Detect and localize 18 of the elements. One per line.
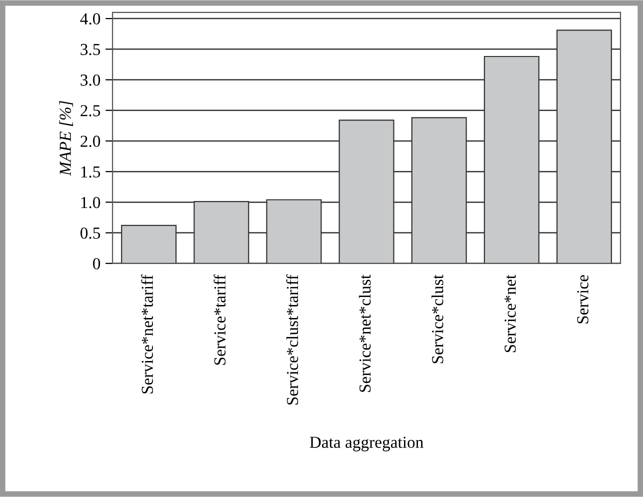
y-tick-label: 1.5 <box>81 166 100 178</box>
y-tick-label: 3.0 <box>80 74 100 86</box>
x-tick-label: Service*clust*tariff <box>286 274 298 405</box>
y-tick-label: 0.5 <box>80 228 100 239</box>
y-axis-title: MAPE [%] <box>59 100 74 176</box>
y-tick-label: 1.0 <box>81 196 100 208</box>
x-tick-label: Service*net*clust <box>358 274 371 392</box>
y-tick-label: 0 <box>93 258 100 270</box>
x-tick-label: Service <box>577 275 588 324</box>
y-tick-label: 2.0 <box>80 136 100 147</box>
x-axis-title: Data aggregation <box>310 436 424 452</box>
x-tick-label: Service*clust <box>432 274 444 364</box>
y-tick-label: 2.5 <box>80 105 100 116</box>
x-tick-label: Service*net*tariff <box>141 274 153 394</box>
x-tick-label: Service*tariff <box>214 274 226 365</box>
y-tick-label: 4.0 <box>80 13 100 25</box>
x-tick-label: Service*net <box>504 274 516 352</box>
y-tick-label: 3.5 <box>80 44 100 56</box>
